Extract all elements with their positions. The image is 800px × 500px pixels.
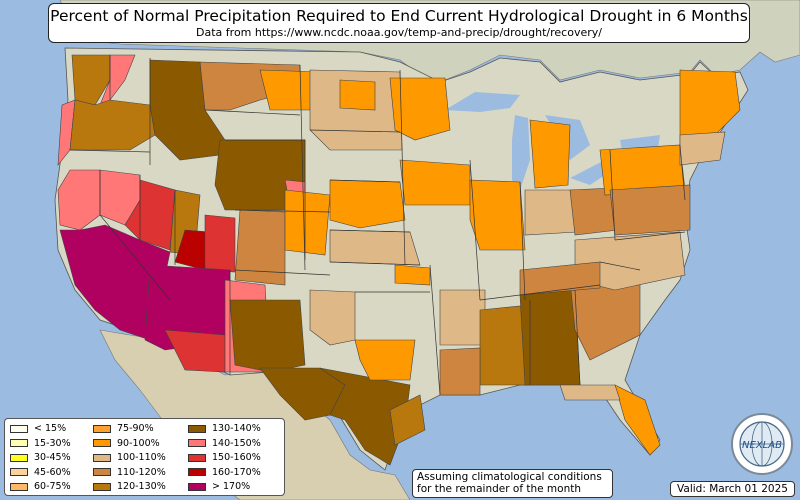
legend-label: < 15% [34, 423, 67, 434]
note-line-2: for the remainder of the month [417, 483, 582, 495]
legend-label: > 170% [212, 481, 251, 492]
legend-label: 140-150% [212, 437, 261, 449]
region-mo-il [469, 179, 526, 251]
region-nm-east [234, 209, 286, 286]
legend-swatch [10, 424, 28, 433]
state-borders [69, 55, 686, 396]
region-or [69, 99, 156, 151]
legend-label: 150-160% [212, 452, 261, 463]
region-tx-panhandle [309, 289, 356, 346]
legend-swatch [188, 468, 206, 476]
legend-item: 140-150% [188, 438, 261, 450]
region-la [439, 347, 481, 396]
legend-swatch [93, 468, 111, 476]
legend-item: 150-160% [188, 452, 261, 464]
legend-label: 130-140% [212, 423, 261, 434]
legend-swatch [93, 424, 111, 433]
region-ok [394, 264, 431, 286]
legend-label: 30-45% [34, 452, 71, 463]
legend-item: 30-45% [10, 452, 71, 464]
legend-item: 15-30% [10, 438, 71, 450]
legend-swatch [10, 468, 28, 476]
region-mi [529, 119, 571, 189]
region-mid-atlantic [609, 184, 691, 236]
legend-item: 120-130% [93, 481, 166, 493]
legend-swatch [188, 424, 206, 433]
region-ia-wi [399, 159, 471, 206]
region-ut-east [204, 214, 236, 273]
legend-item: 160-170% [188, 467, 261, 479]
region-tn [519, 261, 601, 296]
legend-item: 110-120% [93, 467, 166, 479]
legend-swatch [10, 482, 28, 491]
legend-item: 45-60% [10, 467, 71, 479]
note-line-1: Assuming climatological conditions [417, 471, 602, 483]
legend-label: 160-170% [212, 466, 261, 478]
region-tx-ne [354, 339, 416, 381]
legend-item: 60-75% [10, 481, 71, 493]
region-ar [439, 289, 486, 346]
legend-label: 15-30% [34, 437, 71, 449]
region-fl [614, 384, 661, 456]
valid-date: Valid: March 01 2025 [670, 481, 795, 497]
region-sd-nd [309, 69, 403, 151]
lake-superior [445, 92, 520, 112]
legend-label: 120-130% [117, 481, 166, 492]
legend-swatch [93, 482, 111, 491]
legend-swatch [188, 439, 206, 447]
region-nm-southeast [229, 299, 306, 373]
legend-swatch [10, 439, 28, 447]
globe-icon: NEXLAB [739, 421, 785, 467]
region-al-ga [519, 289, 581, 386]
legend-item: 100-110% [93, 452, 166, 464]
legend-label: 45-60% [34, 466, 71, 478]
legend-label: 75-90% [117, 423, 154, 434]
legend-label: 90-100% [117, 437, 160, 449]
map-subtitle: Data from https://www.ncdc.noaa.gov/temp… [196, 26, 602, 39]
legend-swatch [188, 482, 206, 491]
legend-label: 60-75% [34, 481, 71, 492]
legend-label: 110-120% [117, 466, 166, 478]
legend-swatch [93, 439, 111, 447]
legend-item: 90-100% [93, 438, 160, 450]
region-tx-central [319, 367, 411, 466]
legend: < 15% 15-30% 30-45% 45-60% 60-75% 75-90% 90-10… [4, 418, 285, 496]
region-tx-coast [389, 394, 426, 446]
legend-item: 130-140% [188, 423, 261, 435]
region-ma [679, 131, 726, 166]
region-wa-west [71, 54, 111, 106]
nexlab-logo-icon: NEXLAB [731, 413, 793, 475]
lake-michigan [512, 115, 530, 190]
legend-item: 75-90% [93, 423, 154, 435]
legend-item: < 15% [10, 423, 66, 435]
legend-label: 100-110% [117, 452, 166, 463]
legend-swatch [10, 453, 28, 462]
region-ks-south [329, 229, 421, 266]
region-co-east [284, 189, 331, 256]
logo-text: NEXLAB [742, 440, 782, 451]
legend-item: > 170% [188, 481, 250, 493]
drought-regions [57, 54, 741, 466]
assumption-note: Assuming climatological conditions for t… [412, 469, 613, 498]
legend-swatch [188, 453, 206, 462]
title-box: Percent of Normal Precipitation Required… [48, 3, 750, 43]
region-mn [389, 77, 451, 141]
region-ne-ks [329, 179, 406, 229]
map-title: Percent of Normal Precipitation Required… [50, 7, 748, 25]
lake-ontario [620, 135, 660, 150]
region-fl-panhandle [559, 384, 621, 401]
legend-swatch [93, 453, 111, 462]
region-nd-east [339, 79, 376, 111]
